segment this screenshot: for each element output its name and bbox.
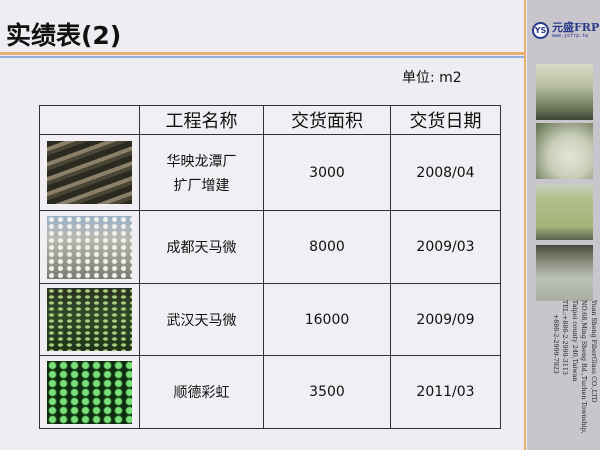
date-cell: 2009/09 <box>390 283 501 356</box>
project-photo <box>47 288 132 351</box>
project-name: 武汉天马微 <box>139 283 264 356</box>
address-line: +886-2-2999-7923 <box>552 314 559 374</box>
date-cell: 2011/03 <box>390 355 501 429</box>
area-cell: 3000 <box>263 134 391 211</box>
side-photo-silos <box>536 184 593 240</box>
unit-label: 单位: m2 <box>402 70 462 86</box>
photo-cell <box>39 283 140 356</box>
header-date: 交货日期 <box>390 105 501 135</box>
brand-name: 元盛FRP <box>552 21 600 34</box>
table-row: 武汉天马微 16000 2009/09 <box>39 283 501 356</box>
photo-cell <box>39 210 140 284</box>
ys-logo-icon: YS <box>532 22 549 39</box>
company-logo: YS 元盛FRP www.ysfrp.tw <box>532 22 599 39</box>
side-photo-tank <box>536 123 593 179</box>
table-header-row: 工程名称 交货面积 交货日期 <box>39 105 501 135</box>
header-photo <box>39 105 140 135</box>
project-photo <box>47 141 132 204</box>
company-address: Yuan Sheng FiberGlass CO.,LTD NO.68,Ming… <box>528 300 598 448</box>
side-photo-cleanroom <box>536 245 593 301</box>
date-cell: 2008/04 <box>390 134 501 211</box>
slide-title: 实绩表(2) <box>6 21 122 50</box>
header-area: 交货面积 <box>263 105 391 135</box>
date-cell: 2009/03 <box>390 210 501 284</box>
photo-cell <box>39 355 140 429</box>
project-photo <box>47 215 132 279</box>
project-photo <box>47 360 132 424</box>
project-name: 成都天马微 <box>139 210 264 284</box>
address-line: Taipei county 240,Taiwan <box>571 300 578 382</box>
brand-url: www.ysfrp.tw <box>552 33 589 39</box>
area-cell: 8000 <box>263 210 391 284</box>
table-row: 顺德彩虹 3500 2011/03 <box>39 355 501 429</box>
address-line: NO.68,Ming Sheng Rd.,Tuchen Township, <box>580 300 588 434</box>
header-project-name: 工程名称 <box>139 105 264 135</box>
area-cell: 3500 <box>263 355 391 429</box>
table-row: 成都天马微 8000 2009/03 <box>39 210 501 284</box>
name-line: 华映龙潭厂 <box>166 153 237 170</box>
side-photo-structure <box>536 64 593 120</box>
address-line: Yuan Sheng FiberGlass CO.,LTD <box>590 300 597 403</box>
photo-cell <box>39 134 140 211</box>
table-row: 华映龙潭厂扩厂增建 3000 2008/04 <box>39 134 501 211</box>
header-divider-orange <box>0 52 525 55</box>
side-divider <box>524 0 526 450</box>
address-line: TEL:+886-2-2999-3113 <box>561 300 569 375</box>
header-divider-blue <box>0 56 525 58</box>
project-table: 工程名称 交货面积 交货日期 华映龙潭厂扩厂增建 3000 2008/04 成都… <box>39 105 501 429</box>
area-cell: 16000 <box>263 283 391 356</box>
name-line: 扩厂增建 <box>173 177 230 194</box>
project-name: 华映龙潭厂 扩厂增建 <box>139 134 264 211</box>
project-name: 顺德彩虹 <box>139 355 264 429</box>
